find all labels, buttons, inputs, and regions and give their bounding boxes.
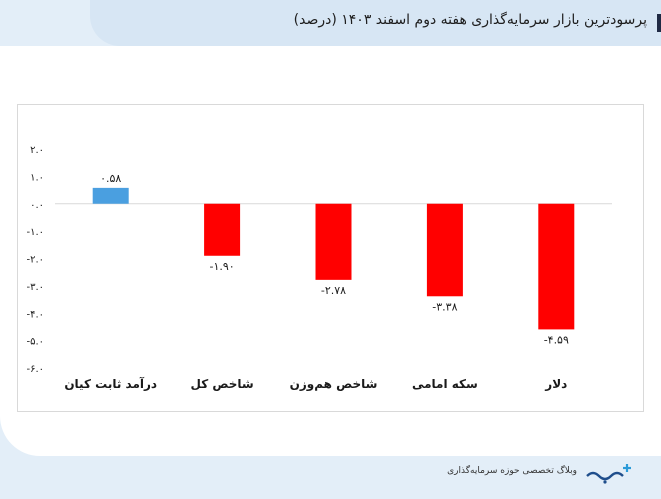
page-title: پرسودترین بازار سرمایه‌گذاری هفته دوم اس…: [293, 12, 647, 28]
y-tick-label: ۰.۰: [30, 200, 44, 211]
data-label: -۳.۳۸: [432, 300, 457, 313]
bar: [204, 203, 241, 256]
data-label: -۲.۷۸: [321, 284, 346, 297]
footer-tagline: وبلاگ تخصصی حوزه سرمایه‌گذاری: [447, 466, 577, 476]
y-tick-label: -۱.۰: [26, 227, 44, 238]
y-tick-label: -۲.۰: [26, 255, 44, 266]
data-label: -۱.۹۰: [209, 260, 234, 273]
category-label: دلار: [544, 377, 567, 391]
bar: [92, 187, 129, 204]
category-label: شاخص هم‌وزن: [290, 377, 378, 392]
title-accent-bar: [657, 14, 661, 32]
bar: [426, 203, 463, 297]
y-tick-label: -۳.۰: [26, 282, 44, 293]
data-label: ۰.۵۸: [100, 172, 121, 185]
y-tick-label: ۲.۰: [30, 145, 44, 156]
chart-frame: [17, 104, 644, 412]
category-label: سکه امامی: [412, 377, 478, 391]
y-tick-label: -۵.۰: [26, 337, 44, 348]
category-label: درآمد ثابت کیان: [64, 376, 157, 391]
data-label: -۴.۵۹: [544, 333, 569, 346]
y-tick-label: ۱.۰: [30, 172, 44, 183]
bar: [538, 203, 575, 330]
y-tick-label: -۶.۰: [26, 364, 44, 375]
category-label: شاخص کل: [190, 377, 253, 391]
sarmaye-logo-icon: [586, 464, 631, 484]
y-tick-label: -۴.۰: [26, 309, 44, 320]
header-banner: پرسودترین بازار سرمایه‌گذاری هفته دوم اس…: [90, 0, 661, 46]
bar: [315, 203, 352, 280]
